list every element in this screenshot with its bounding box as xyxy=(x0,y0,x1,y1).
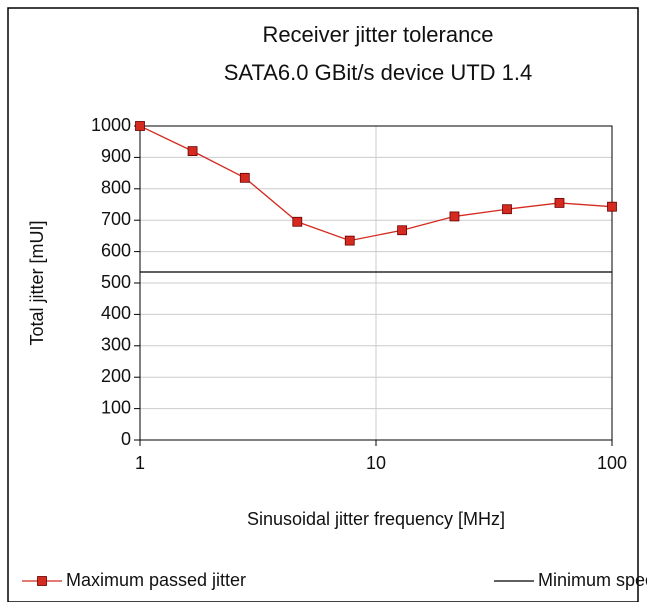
y-tick-label: 0 xyxy=(121,429,131,449)
y-tick-label: 700 xyxy=(101,209,131,229)
legend-label: Minimum spec xyxy=(538,570,647,590)
marker xyxy=(502,204,512,215)
frame xyxy=(7,7,639,602)
plot-area xyxy=(139,125,613,441)
marker xyxy=(554,198,565,208)
marker xyxy=(344,235,355,246)
x-tick-label: 100 xyxy=(597,453,627,473)
y-tick-label: 100 xyxy=(101,397,131,417)
x-tick-label: 1 xyxy=(135,453,145,473)
y-tick-label: 900 xyxy=(101,146,131,166)
chart-title: Receiver jitter tolerance xyxy=(262,22,493,47)
y-tick-label: 200 xyxy=(101,366,131,386)
legend-label: Maximum passed jitter xyxy=(66,570,246,590)
marker xyxy=(239,172,250,183)
marker xyxy=(607,201,617,212)
marker xyxy=(397,225,407,236)
y-axis-label: Total jitter [mUI] xyxy=(27,220,47,345)
marker xyxy=(292,216,303,227)
y-tick-label: 600 xyxy=(101,240,131,260)
y-tick-label: 1000 xyxy=(91,115,131,135)
marker xyxy=(449,211,460,222)
x-axis-label: Sinusoidal jitter frequency [MHz] xyxy=(247,509,505,529)
y-tick-label: 800 xyxy=(101,178,131,198)
chart-subtitle: SATA6.0 GBit/s device UTD 1.4 xyxy=(224,60,533,85)
series-line xyxy=(139,125,613,242)
marker xyxy=(187,146,198,157)
legend-marker xyxy=(37,576,47,586)
y-tick-label: 400 xyxy=(101,303,131,323)
y-tick-label: 500 xyxy=(101,272,131,292)
marker xyxy=(135,121,145,131)
x-tick-label: 10 xyxy=(366,453,386,473)
y-tick-label: 300 xyxy=(101,335,131,355)
